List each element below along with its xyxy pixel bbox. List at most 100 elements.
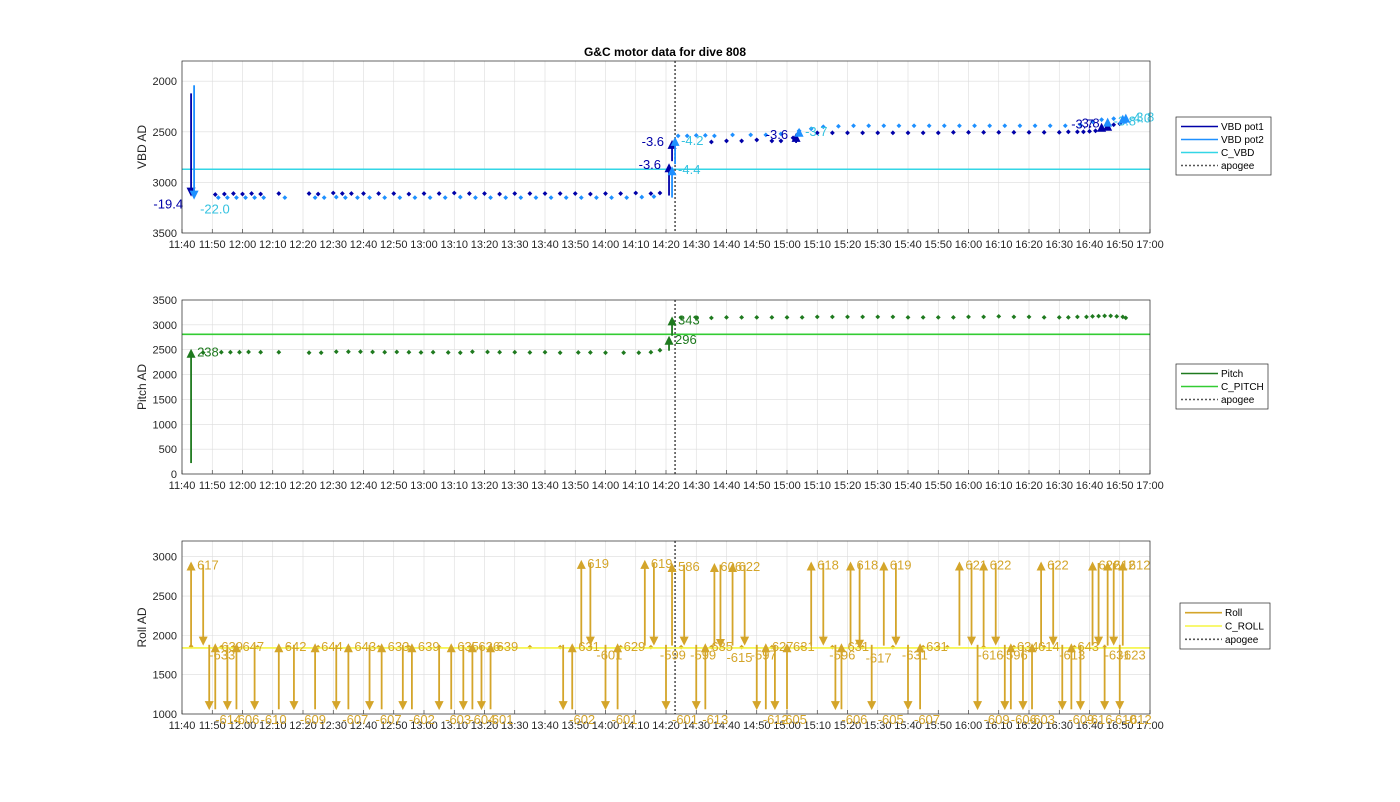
vbd-pot2-point: [533, 195, 539, 200]
pitch-point: [394, 349, 400, 355]
x-tick-label: 13:00: [410, 239, 438, 251]
x-tick-label: 13:30: [501, 239, 529, 251]
x-tick-label: 13:00: [410, 720, 438, 732]
vbd-pot2-point: [1032, 123, 1038, 129]
y-tick-label: 3000: [153, 177, 177, 189]
pitch-point: [1120, 314, 1126, 320]
vbd-pot1-point: [258, 191, 264, 197]
x-tick-label: 15:20: [834, 480, 862, 492]
vbd-pot2-point: [712, 133, 717, 139]
x-tick-label: 13:40: [531, 239, 559, 251]
pitch-point: [497, 349, 503, 355]
pitch-point: [799, 315, 805, 320]
arrow-head: [398, 701, 408, 711]
x-tick-label: 13:00: [410, 480, 438, 492]
pitch-point: [693, 315, 699, 321]
x-tick-label: 12:30: [319, 480, 347, 492]
arrow-label: 619: [890, 557, 912, 572]
arrow-head: [991, 636, 1001, 646]
vbd-pot2-point: [457, 194, 463, 200]
arrow-label: -612: [1126, 712, 1152, 727]
vbd-pot2-point: [911, 123, 917, 129]
arrow-head: [289, 701, 299, 711]
y-tick-label: 2500: [153, 591, 177, 603]
arrow-head: [979, 561, 989, 571]
axes-frame: [181, 299, 1151, 475]
vbd-pot1-point: [648, 191, 654, 196]
arrow-label: -631: [1105, 648, 1131, 663]
vbd-pot2-point: [412, 195, 418, 200]
arrow-label: -3.8: [1077, 116, 1099, 131]
x-tick-label: 13:50: [561, 480, 589, 492]
x-tick-label: 16:30: [1045, 720, 1073, 732]
x-tick-label: 15:20: [834, 239, 862, 251]
x-tick-label: 16:50: [1106, 480, 1134, 492]
arrow-label: -606: [233, 712, 259, 727]
arrow-head: [915, 643, 925, 653]
vbd-pot1-point: [482, 191, 487, 196]
vbd-pot2-point: [896, 123, 902, 129]
arrow-label: -609: [1068, 712, 1094, 727]
pitch-point: [382, 349, 388, 355]
vbd-pot2-point: [312, 195, 318, 200]
legend-label: VBD pot2: [1221, 135, 1264, 146]
x-tick-label: 14:00: [592, 239, 620, 251]
y-axis-label: VBD AD: [135, 125, 149, 169]
vbd-pot1-point: [376, 191, 382, 196]
arrow-label: -616: [1086, 712, 1112, 727]
vbd-pot1-point: [466, 191, 472, 196]
x-tick-label: 11:40: [169, 720, 196, 732]
vbd-pot1-point: [1011, 129, 1017, 135]
arrow-label: -606: [1011, 712, 1037, 727]
vbd-pot1-point: [1093, 128, 1098, 134]
vbd-pot1-point: [935, 130, 941, 136]
arrow-head: [830, 701, 840, 711]
legend-label: Roll: [1225, 608, 1242, 619]
x-tick-label: 14:10: [622, 239, 650, 251]
arrow-label: 633: [388, 639, 410, 654]
arrow-head: [486, 643, 496, 653]
pitch-point: [739, 315, 745, 320]
pitch-point: [1108, 313, 1114, 319]
x-tick-label: 13:50: [561, 720, 589, 732]
pitch-panel: 11:40 11:50 12:00 12:10 12:20 12:30 12:40 12:50…: [135, 295, 1164, 492]
vbd-pot1-point: [557, 191, 563, 196]
arrow-head: [1118, 561, 1128, 571]
arrow-head: [846, 561, 856, 571]
vbd-pot1-point: [769, 138, 775, 144]
arrow-label: -4.4: [678, 162, 700, 177]
arrow-head: [1109, 636, 1119, 646]
x-tick-label: 14:40: [713, 480, 741, 492]
arrow-label: 631: [847, 639, 869, 654]
pitch-point: [860, 314, 866, 320]
vbd-pot2-point: [972, 123, 977, 129]
y-tick-label: 1500: [153, 394, 177, 406]
vbd-pot1-point: [890, 130, 896, 136]
arrow-head: [667, 563, 677, 573]
pitch-point: [237, 349, 242, 355]
pitch-point: [875, 314, 881, 320]
vbd-pot1-point: [1081, 129, 1086, 135]
arrow-label: -612: [763, 712, 789, 727]
vbd-pot2-point: [808, 126, 814, 132]
arrow-label: 642: [285, 639, 307, 654]
x-tick-label: 17:00: [1136, 480, 1164, 492]
vbd-pot1-point: [330, 190, 336, 196]
x-tick-label: 12:20: [289, 480, 317, 492]
pitch-point: [445, 350, 451, 355]
arrow-head: [210, 643, 220, 653]
vbd-pot2-point: [261, 195, 267, 200]
x-tick-label: 16:20: [1015, 720, 1043, 732]
y-tick-label: 3000: [153, 320, 177, 332]
arrow-label: 639: [497, 639, 519, 654]
arrow-label: -3.8: [1132, 110, 1154, 125]
arrow-head: [954, 561, 964, 571]
vbd-pot2-point: [836, 123, 841, 129]
y-tick-label: 3500: [153, 228, 177, 240]
arrow-head: [728, 563, 738, 573]
arrow-head: [1048, 636, 1058, 646]
y-tick-label: 2000: [153, 370, 177, 382]
vbd-pot2-point: [684, 133, 690, 139]
vbd-pot1-point: [406, 191, 412, 197]
arrow-head: [761, 643, 771, 653]
